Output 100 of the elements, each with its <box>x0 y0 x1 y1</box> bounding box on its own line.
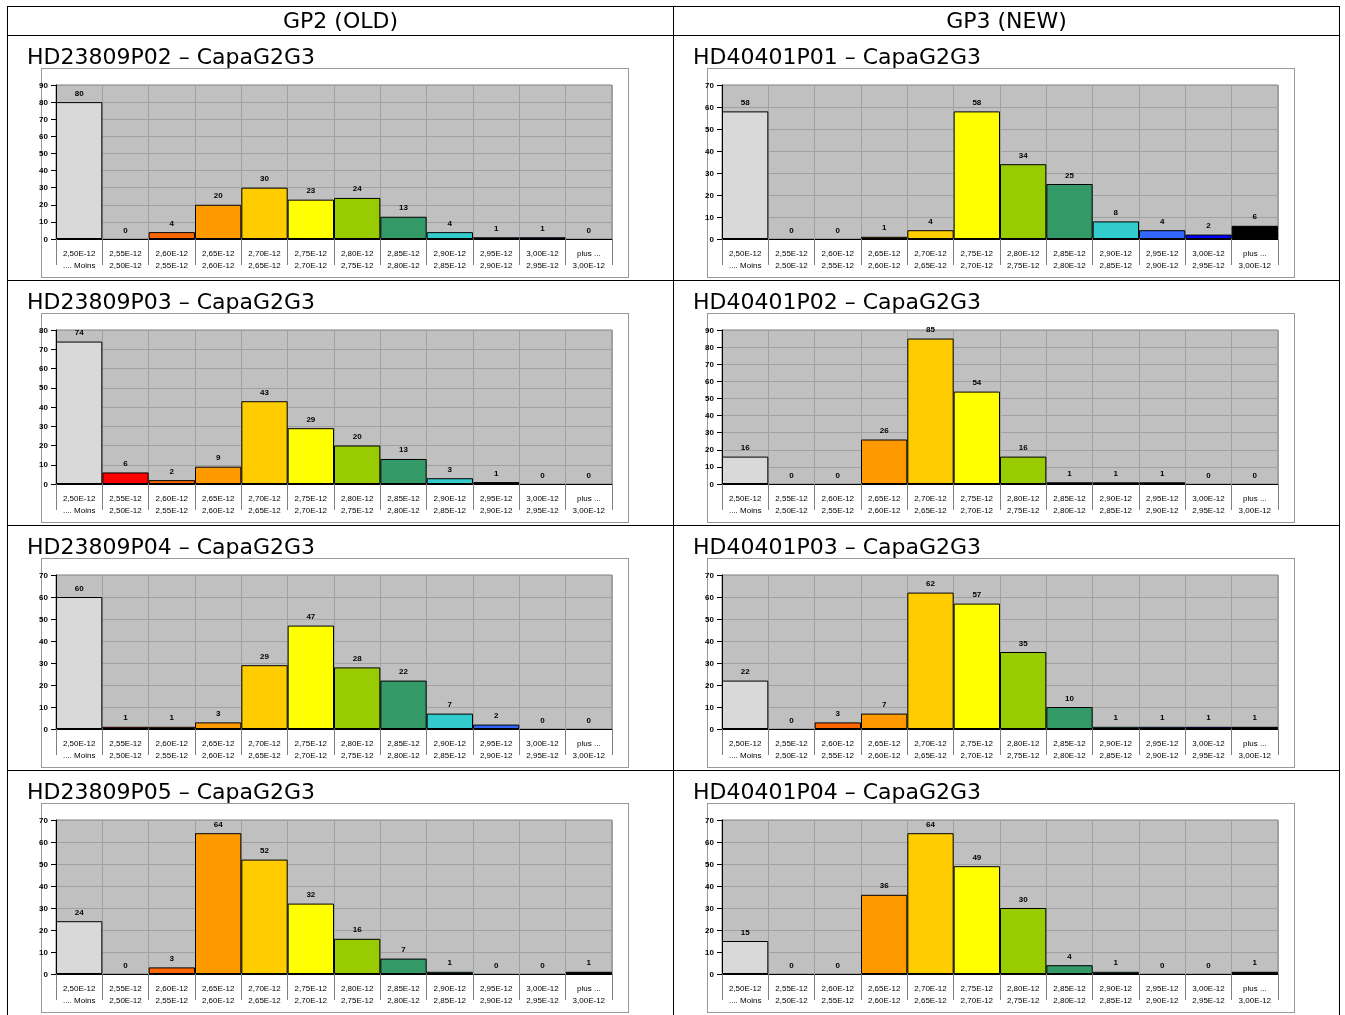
data-label: 1 <box>493 223 499 233</box>
data-label: 20 <box>213 191 224 201</box>
x-tick-label: 2,95E-12 2,90E-12 <box>1145 983 1179 1005</box>
y-tick-label: 40 <box>705 146 715 156</box>
x-tick-label: 2,50E-12 .... Moins <box>728 248 762 270</box>
y-tick-label: 50 <box>39 614 49 624</box>
data-label: 1 <box>1113 468 1119 478</box>
x-tick-label: 2,85E-12 2,80E-12 <box>1053 248 1087 270</box>
data-label: 8 <box>1113 207 1119 217</box>
data-label: 3 <box>835 708 841 718</box>
y-tick-label: 20 <box>39 925 49 935</box>
x-tick-label: 2,75E-12 2,70E-12 <box>960 248 994 270</box>
data-label: 7 <box>401 945 407 955</box>
y-tick-label: 10 <box>705 462 715 472</box>
y-tick-label: 0 <box>43 969 49 979</box>
y-tick-label: 10 <box>705 947 715 957</box>
data-label: 0 <box>540 470 546 480</box>
x-tick-label: 2,60E-12 2,55E-12 <box>155 983 189 1005</box>
y-tick-label: 30 <box>39 183 49 193</box>
y-tick-label: 70 <box>705 570 715 580</box>
data-label: 36 <box>879 881 890 891</box>
data-label: 1 <box>586 958 592 968</box>
data-label: 0 <box>1206 960 1212 970</box>
y-tick-label: 40 <box>705 411 715 421</box>
x-tick-label: 2,55E-12 2,50E-12 <box>109 493 143 515</box>
x-tick-label: 2,75E-12 2,70E-12 <box>294 983 328 1005</box>
y-tick-label: 80 <box>39 97 49 107</box>
x-tick-label: 2,55E-12 2,50E-12 <box>109 983 143 1005</box>
data-label: 0 <box>835 470 841 480</box>
data-label: 3 <box>447 464 453 474</box>
y-tick-label: 20 <box>39 441 49 450</box>
x-tick-label: 3,00E-12 2,95E-12 <box>526 248 560 270</box>
data-label: 24 <box>352 184 363 194</box>
x-tick-label: 2,60E-12 2,55E-12 <box>155 493 189 515</box>
data-label: 0 <box>586 715 592 725</box>
x-tick-label: 2,80E-12 2,75E-12 <box>340 983 374 1005</box>
y-tick-label: 60 <box>705 837 715 847</box>
y-tick-label: 90 <box>705 325 715 335</box>
x-tick-label: 2,80E-12 2,75E-12 <box>340 248 374 270</box>
data-label: 16 <box>1018 443 1029 453</box>
y-tick-label: 70 <box>705 80 715 90</box>
x-tick-label: 2,70E-12 2,65E-12 <box>248 983 282 1005</box>
x-tick-label: 2,50E-12 .... Moins <box>728 983 762 1005</box>
data-label: 0 <box>789 715 795 725</box>
data-label: 3 <box>169 953 175 963</box>
x-tick-label: 3,00E-12 2,95E-12 <box>526 738 560 760</box>
y-tick-label: 90 <box>39 80 49 90</box>
x-tick-label: 2,80E-12 2,75E-12 <box>1006 248 1040 270</box>
data-label: 30 <box>1018 894 1029 904</box>
data-label: 0 <box>540 715 546 725</box>
data-label: 2 <box>169 466 175 476</box>
chart-title: HD40401P01 – CapaG2G3 <box>693 43 982 69</box>
data-label: 28 <box>352 653 363 663</box>
data-label: 30 <box>260 174 270 184</box>
x-tick-label: 3,00E-12 2,95E-12 <box>1192 983 1226 1005</box>
y-tick-label: 60 <box>705 376 715 386</box>
y-tick-label: 60 <box>705 592 715 602</box>
x-tick-label: 3,00E-12 2,95E-12 <box>1192 248 1226 270</box>
x-tick-label: 2,95E-12 2,90E-12 <box>1145 248 1179 270</box>
y-tick-label: 0 <box>709 969 715 979</box>
x-tick-label: 2,85E-12 2,80E-12 <box>1053 493 1087 515</box>
data-label: 1 <box>1159 468 1165 478</box>
data-label: 10 <box>1065 693 1075 703</box>
data-label: 47 <box>306 612 316 622</box>
y-tick-label: 30 <box>39 421 49 431</box>
x-tick-label: 2,65E-12 2,60E-12 <box>867 983 901 1005</box>
data-label: 0 <box>789 225 795 235</box>
x-tick-label: 2,75E-12 2,70E-12 <box>294 738 328 760</box>
y-tick-label: 20 <box>39 200 49 210</box>
x-tick-label: 2,55E-12 2,50E-12 <box>109 248 143 270</box>
x-tick-label: 2,70E-12 2,65E-12 <box>914 248 948 270</box>
x-tick-label: plus ... 3,00E-12 <box>572 248 606 270</box>
x-tick-label: 2,55E-12 2,50E-12 <box>109 738 143 760</box>
y-tick-label: 50 <box>39 148 49 158</box>
x-tick-label: 2,50E-12 .... Moins <box>728 738 762 760</box>
y-tick-label: 50 <box>705 393 715 403</box>
data-label: 1 <box>169 713 175 723</box>
y-tick-label: 70 <box>39 815 49 825</box>
data-label: 7 <box>447 700 453 710</box>
data-label: 80 <box>74 88 85 98</box>
data-label: 1 <box>1252 713 1258 723</box>
y-tick-label: 20 <box>705 190 715 200</box>
data-label: 7 <box>881 700 887 710</box>
x-tick-label: 2,80E-12 2,75E-12 <box>1006 738 1040 760</box>
x-tick-label: 2,90E-12 2,85E-12 <box>1099 248 1133 270</box>
x-tick-label: 2,50E-12 .... Moins <box>62 493 96 515</box>
x-tick-label: 2,75E-12 2,70E-12 <box>960 738 994 760</box>
y-tick-label: 20 <box>705 925 715 935</box>
y-tick-label: 30 <box>705 168 715 178</box>
data-label: 1 <box>447 958 453 968</box>
x-tick-label: 2,65E-12 2,60E-12 <box>201 248 235 270</box>
x-tick-label: 3,00E-12 2,95E-12 <box>1192 738 1226 760</box>
chart-title: HD40401P02 – CapaG2G3 <box>693 288 982 314</box>
x-tick-label: 2,80E-12 2,75E-12 <box>340 738 374 760</box>
data-label: 1 <box>1159 713 1165 723</box>
x-tick-label: 2,65E-12 2,60E-12 <box>867 493 901 515</box>
x-tick-label: 2,90E-12 2,85E-12 <box>1099 493 1133 515</box>
data-label: 0 <box>789 960 795 970</box>
y-tick-label: 0 <box>709 479 715 489</box>
x-tick-label: 2,75E-12 2,70E-12 <box>294 493 328 515</box>
